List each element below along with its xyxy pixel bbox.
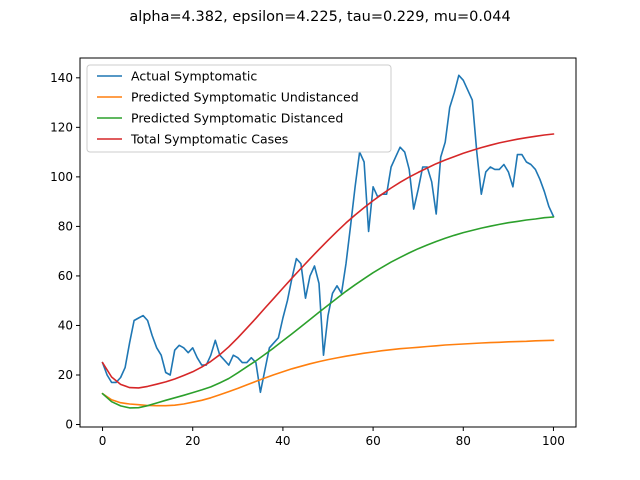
y-tick-label: 20 [58, 368, 73, 382]
chart-title: alpha=4.382, epsilon=4.225, tau=0.229, m… [129, 9, 510, 25]
series-line-actual-symptomatic [101, 74, 555, 394]
y-tick-label: 0 [65, 418, 73, 432]
x-tick-label: 80 [456, 434, 471, 448]
legend-label: Predicted Symptomatic Distanced [131, 111, 343, 126]
y-tick-label: 140 [50, 71, 73, 85]
legend-label: Actual Symptomatic [131, 69, 257, 84]
y-tick-label: 120 [50, 120, 73, 134]
y-tick-label: 60 [58, 269, 73, 283]
y-tick-label: 80 [58, 219, 73, 233]
legend-label: Total Symptomatic Cases [130, 132, 288, 147]
y-tick-label: 100 [50, 170, 73, 184]
x-tick-label: 20 [185, 434, 200, 448]
legend-box [86, 64, 392, 153]
x-tick-label: 100 [542, 434, 565, 448]
plot-area [101, 74, 555, 409]
legend: Actual Symptomatic Predicted Symptomatic … [86, 64, 392, 153]
x-tick-label: 0 [99, 434, 107, 448]
series-line-predicted-symptomatic-distanced [101, 216, 555, 409]
axes-frame [79, 57, 577, 428]
x-tick-label: 60 [365, 434, 380, 448]
y-tick-label: 40 [58, 318, 73, 332]
x-tick-label: 40 [275, 434, 290, 448]
series-line-predicted-symptomatic-undistanced [101, 339, 555, 407]
y-axis: 0 20 40 60 80 100 120 140 [50, 71, 80, 432]
x-axis: 0 20 40 60 80 100 [99, 427, 565, 448]
legend-label: Predicted Symptomatic Undistanced [131, 90, 359, 105]
series-line-total-symptomatic-cases [101, 133, 555, 389]
